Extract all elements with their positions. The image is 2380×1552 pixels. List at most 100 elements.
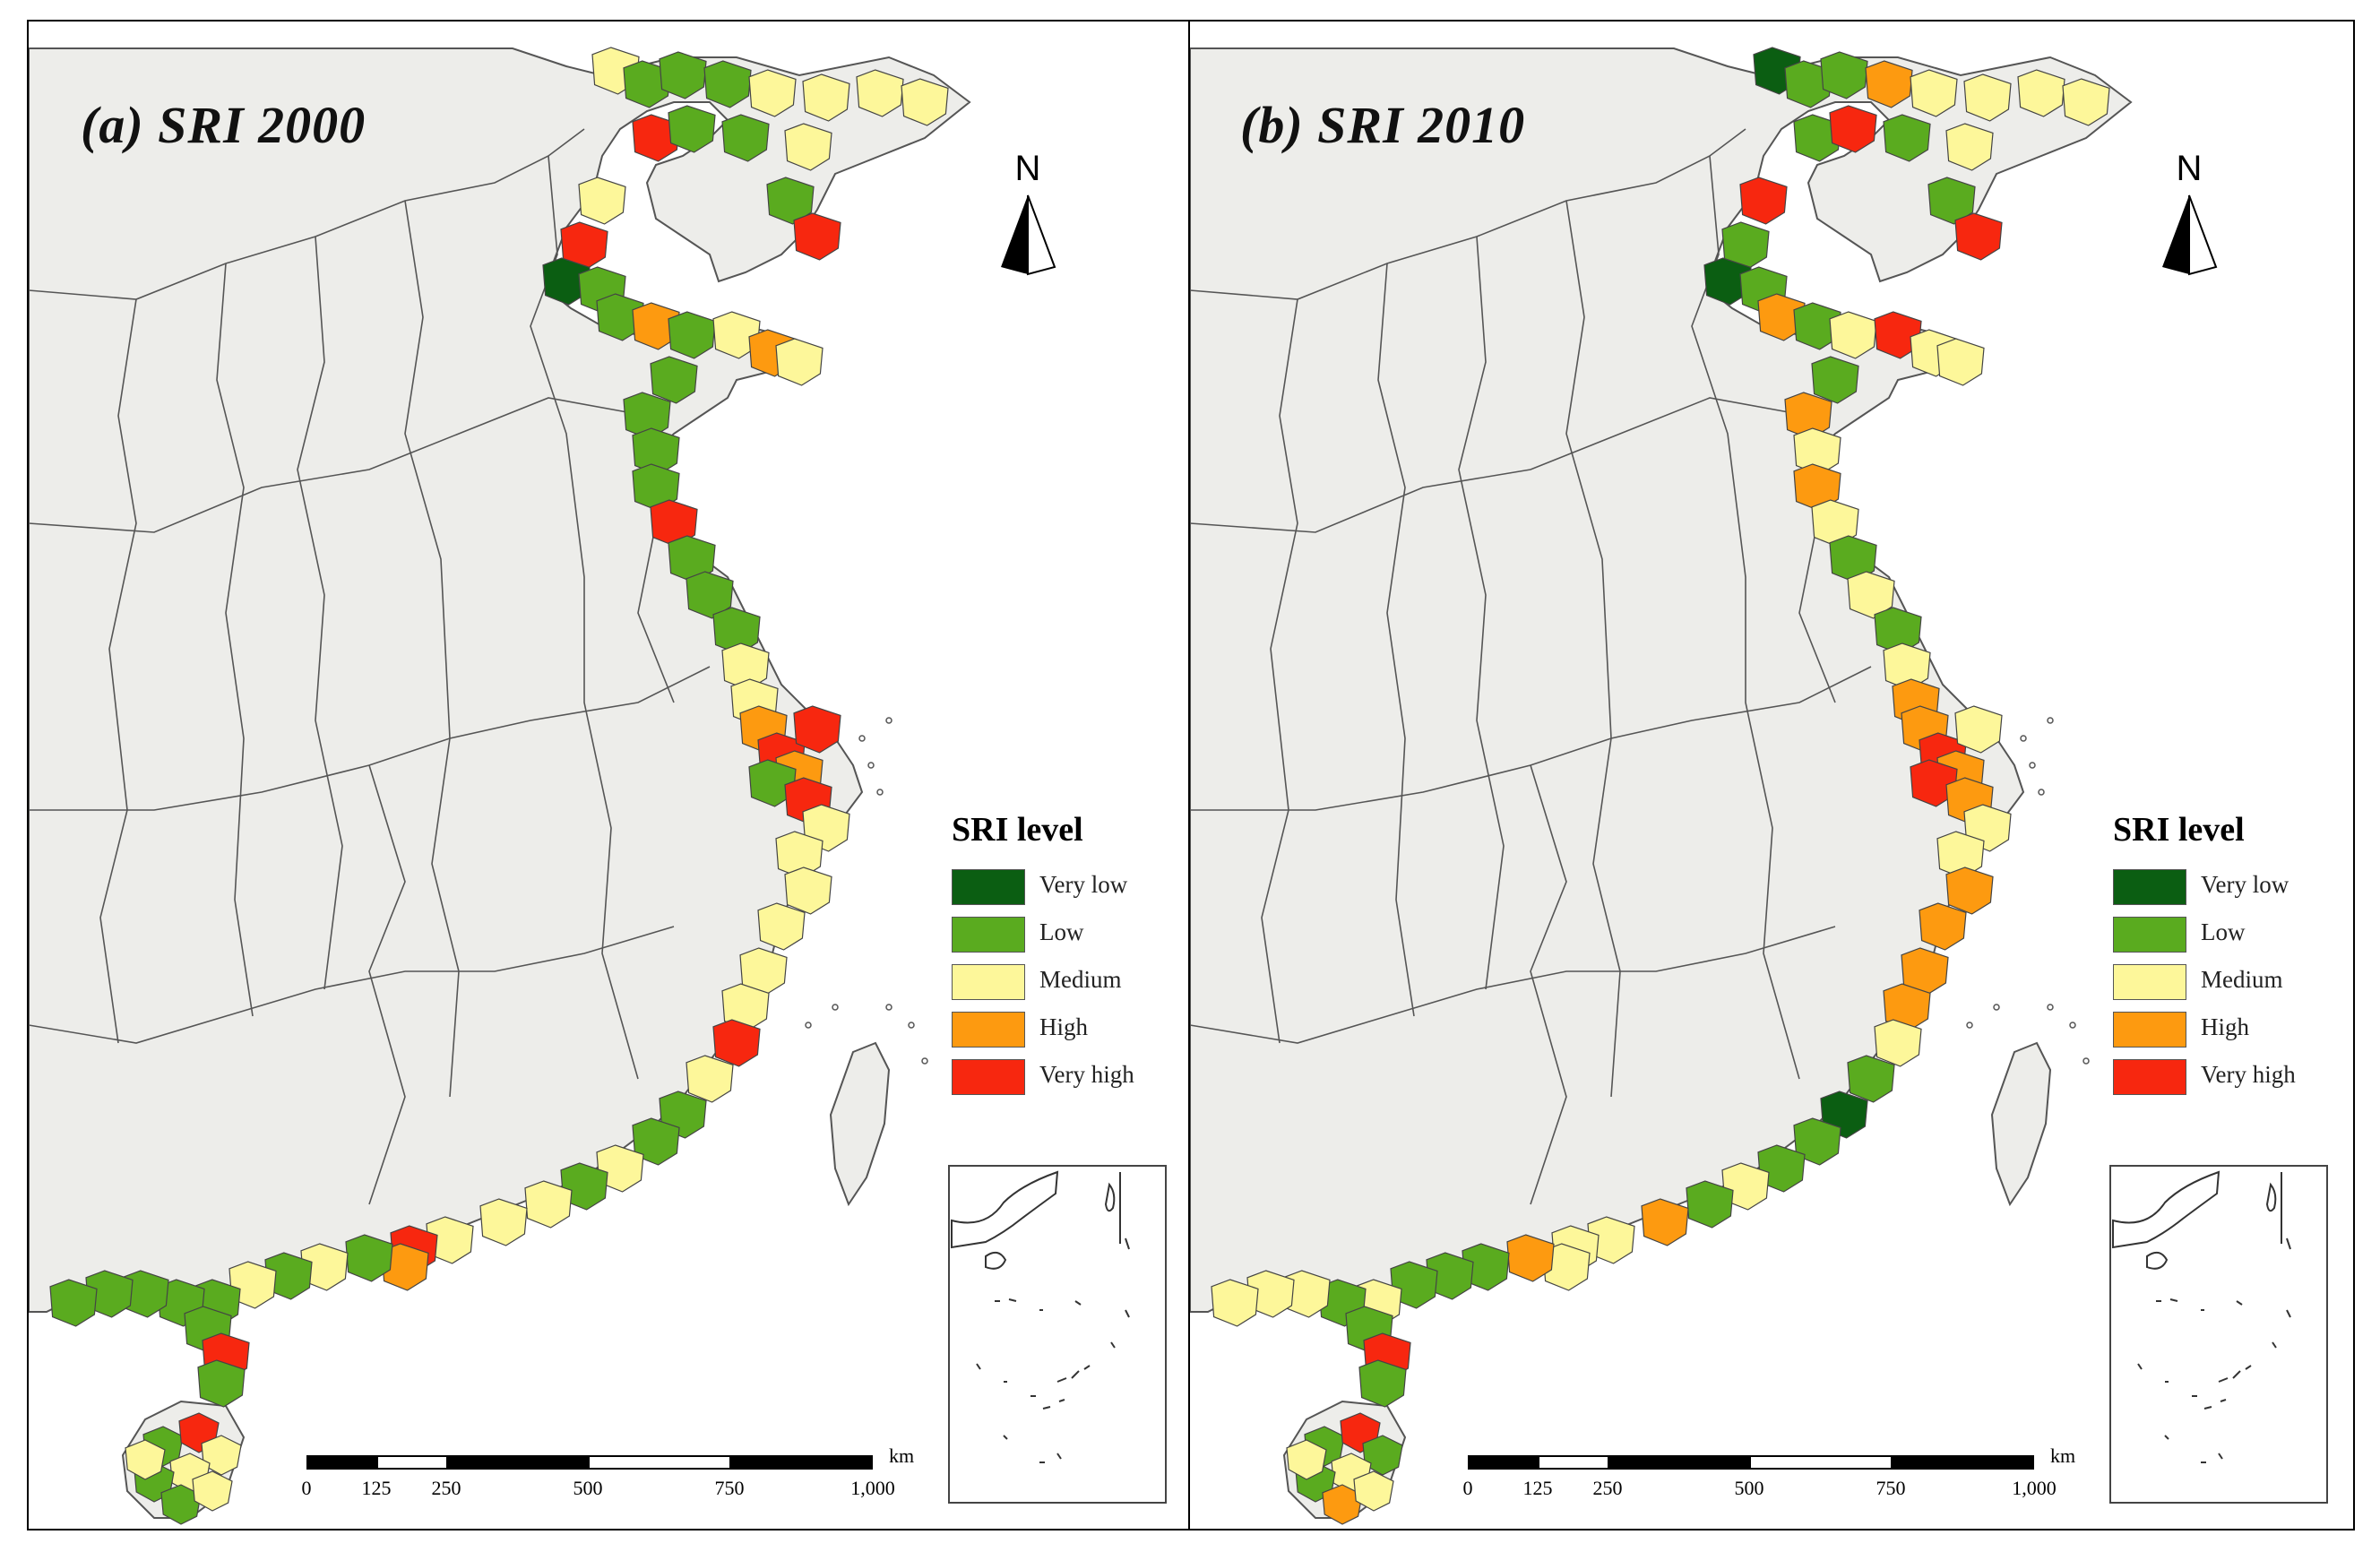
- legend-label: Medium: [2201, 966, 2283, 993]
- county-region: [192, 1470, 233, 1512]
- north-arrow: N: [996, 149, 1059, 283]
- scale-segment: [376, 1455, 448, 1470]
- legend-item: Medium: [2113, 961, 2346, 1008]
- scale-segment: [306, 1455, 378, 1470]
- legend-label: Low: [1039, 918, 1084, 945]
- county-region: [49, 1279, 98, 1327]
- inset-map: [2109, 1165, 2328, 1504]
- county-region: [479, 1198, 528, 1246]
- panel-title: (a) SRI 2000: [81, 96, 366, 154]
- county-region: [686, 1055, 734, 1103]
- county-region: [125, 1439, 166, 1480]
- county-region: [632, 427, 680, 476]
- province-boundary: [29, 926, 675, 1044]
- county-region: [1936, 338, 1985, 386]
- small-island: [2020, 735, 2027, 742]
- map-panel-a: (a) SRI 2000 N SRI level Very low Low Me…: [29, 22, 1188, 1529]
- province-boundary: [297, 236, 343, 990]
- county-region: [160, 1484, 202, 1525]
- legend: SRI level Very low Low Medium High Very …: [952, 810, 1185, 1103]
- small-island: [2069, 1022, 2076, 1029]
- legend-swatch: [2113, 964, 2186, 1000]
- legend-label: High: [2201, 1013, 2249, 1040]
- county-region: [1883, 983, 1931, 1031]
- county-region: [632, 114, 680, 162]
- legend-swatch: [952, 964, 1025, 1000]
- county-region: [712, 1019, 761, 1067]
- small-island: [1966, 1022, 1973, 1029]
- county-region: [686, 571, 734, 619]
- county-region: [381, 1243, 429, 1291]
- county-region: [757, 902, 806, 951]
- legend-swatch: [952, 1059, 1025, 1095]
- scale-segment: [446, 1455, 590, 1470]
- small-island: [805, 1022, 812, 1029]
- coastal-map-b: [1190, 22, 2353, 1529]
- county-region: [1820, 51, 1868, 99]
- small-island: [1993, 1004, 2000, 1011]
- legend-item: High: [2113, 1008, 2346, 1056]
- county-region: [775, 338, 824, 386]
- scale-segment: [1608, 1455, 1751, 1470]
- north-arrow: N: [2158, 149, 2220, 283]
- panel-title: (b) SRI 2010: [1240, 96, 1526, 154]
- province-boundary: [29, 397, 648, 533]
- legend-item: Low: [2113, 913, 2346, 961]
- county-region: [578, 177, 626, 225]
- province-boundary: [1458, 236, 1505, 990]
- county-region: [1919, 902, 1967, 951]
- county-region: [1811, 499, 1859, 548]
- county-region: [1784, 60, 1832, 108]
- county-region: [632, 463, 680, 512]
- county-region: [1811, 356, 1859, 404]
- county-region: [1847, 1055, 1895, 1103]
- province-boundary: [368, 764, 406, 1205]
- scale-tick: 500: [1734, 1477, 1764, 1499]
- county-region: [748, 69, 797, 117]
- legend-swatch: [952, 917, 1025, 953]
- county-region: [1829, 105, 1877, 153]
- county-region: [1793, 427, 1841, 476]
- county-region: [1883, 114, 1931, 162]
- county-region: [1322, 1484, 1363, 1525]
- province-boundary: [1190, 397, 1809, 533]
- province-boundary: [216, 263, 254, 1017]
- scale-tick: 750: [714, 1477, 745, 1499]
- legend-swatch: [952, 1012, 1025, 1048]
- county-region: [2062, 78, 2110, 126]
- legend-swatch: [2113, 917, 2186, 953]
- province-boundary: [1190, 666, 1872, 811]
- province-boundary: [99, 298, 137, 1044]
- county-region: [1829, 311, 1877, 359]
- county-region: [659, 51, 707, 99]
- scale-tick: 250: [1592, 1477, 1623, 1499]
- legend-item: Very low: [952, 866, 1185, 913]
- scale-unit: km: [889, 1444, 915, 1467]
- county-region: [766, 177, 815, 225]
- legend-swatch: [952, 869, 1025, 905]
- county-region: [1874, 1019, 1922, 1067]
- county-region: [668, 311, 716, 359]
- legend-title: SRI level: [2113, 811, 2245, 849]
- small-island: [885, 717, 892, 724]
- scale-segment: [1749, 1455, 1893, 1470]
- county-region: [1874, 607, 1922, 655]
- county-region: [524, 1180, 573, 1229]
- county-region: [345, 1234, 393, 1282]
- county-region: [623, 60, 671, 108]
- province-boundary: [1190, 128, 1746, 300]
- province-boundary: [29, 128, 585, 300]
- legend-item: Very low: [2113, 866, 2346, 913]
- panel-divider: [1188, 20, 1190, 1530]
- county-region: [1542, 1243, 1591, 1291]
- province-boundary: [1530, 764, 1567, 1205]
- county-region: [1954, 705, 2003, 754]
- map-panel-b: (b) SRI 2010 N SRI level Very low Low Me…: [1190, 22, 2353, 1529]
- legend-title: SRI level: [952, 811, 1083, 849]
- scale-tick: 0: [301, 1477, 312, 1499]
- county-region: [668, 535, 716, 583]
- county-region: [623, 392, 671, 440]
- county-region: [1936, 831, 1985, 879]
- county-region: [2017, 69, 2065, 117]
- county-region: [721, 114, 770, 162]
